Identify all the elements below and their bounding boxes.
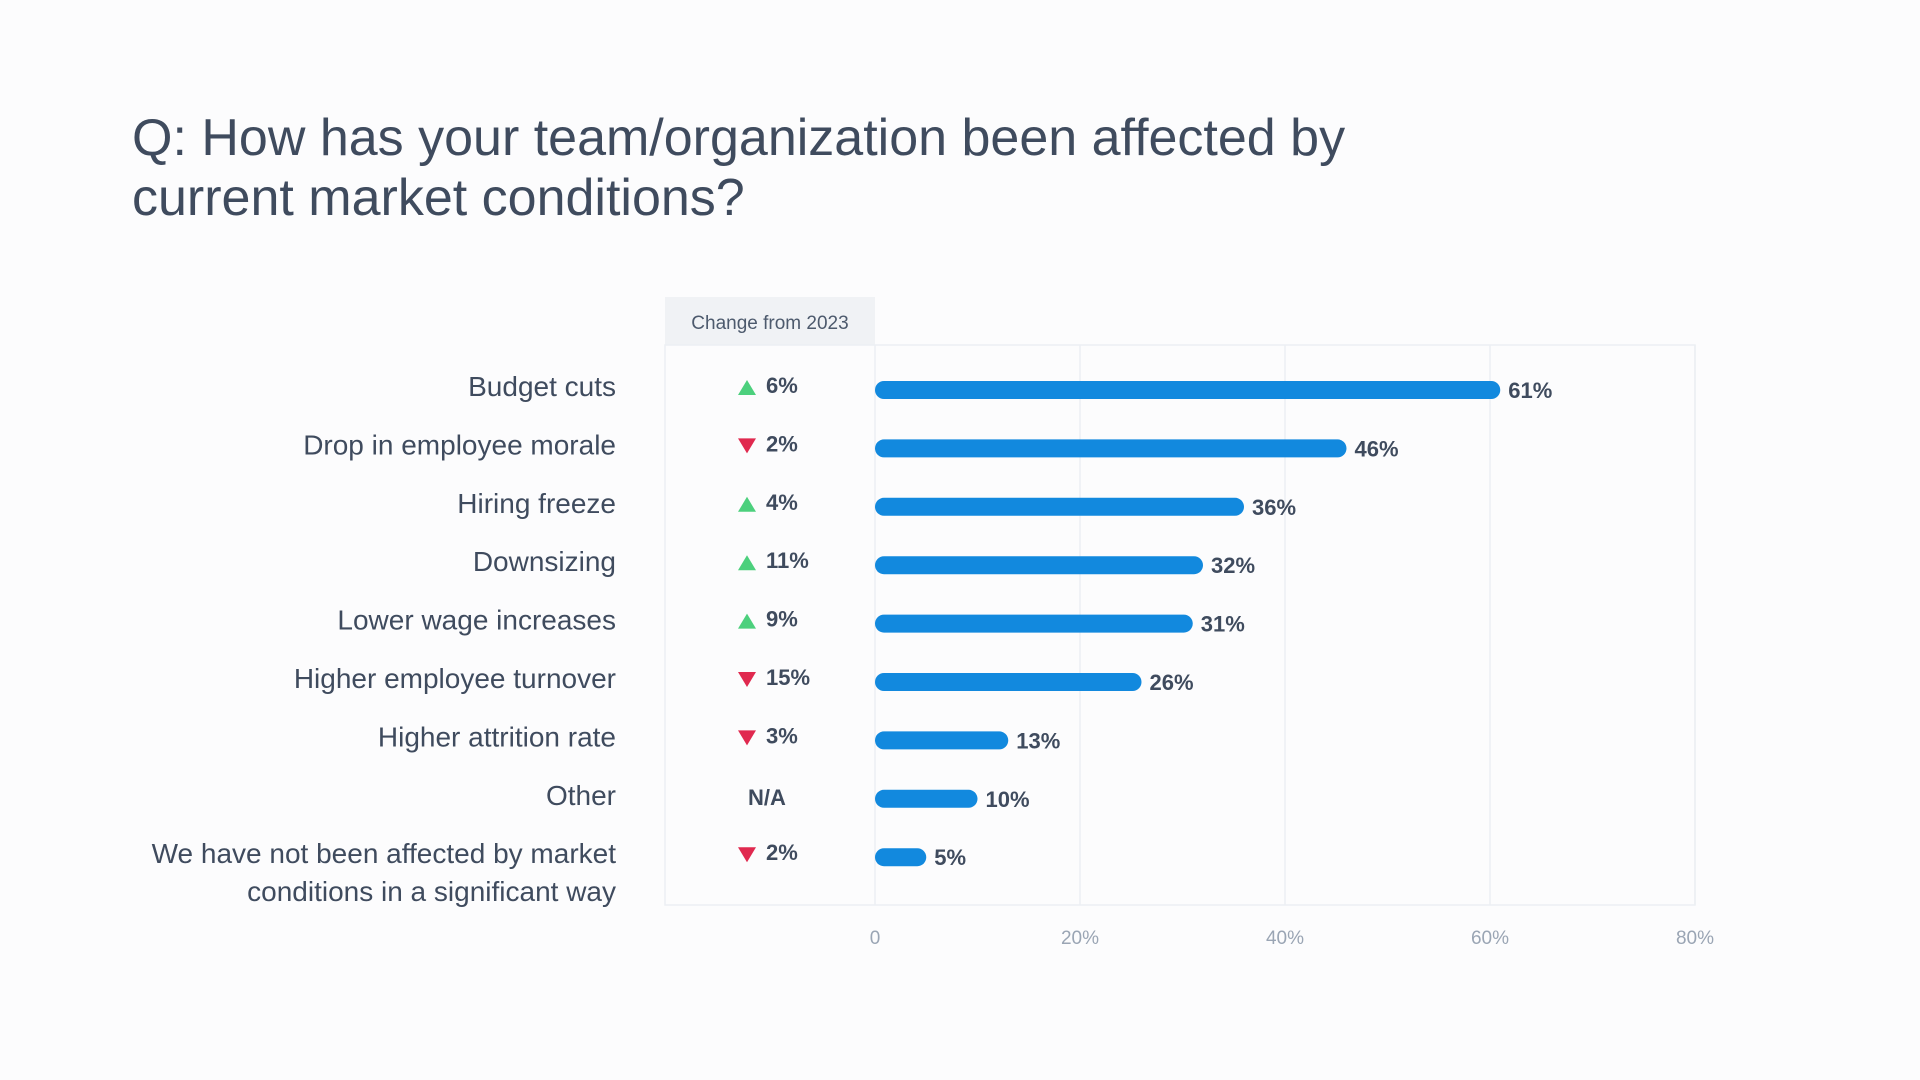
bar-value-label: 46%	[1355, 436, 1399, 461]
change-header-label: Change from 2023	[691, 313, 848, 334]
change-up-icon	[738, 613, 756, 629]
bar	[875, 848, 927, 867]
change-down-icon	[738, 730, 756, 746]
x-tick-label: 20%	[1061, 928, 1099, 949]
bar-value-label: 5%	[934, 845, 966, 870]
change-down-icon	[738, 847, 756, 863]
bar	[875, 673, 1142, 691]
change-down-icon	[738, 438, 756, 454]
x-tick-label: 0	[870, 928, 881, 949]
change-down-icon	[738, 672, 756, 687]
change-value: 2%	[766, 840, 798, 865]
bar	[875, 439, 1347, 458]
bar	[875, 381, 1501, 399]
bar-value-label: 13%	[1016, 728, 1060, 753]
bar-value-label: 31%	[1201, 612, 1245, 637]
change-up-icon	[738, 555, 756, 571]
category-label: Drop in employee morale	[303, 429, 616, 460]
change-value: 15%	[766, 665, 810, 690]
chart-title-line-1: Q: How has your team/organization been a…	[132, 109, 1346, 167]
category-label: Lower wage increases	[337, 605, 616, 636]
change-value: 4%	[766, 490, 798, 515]
x-tick-label: 40%	[1266, 928, 1304, 949]
change-value: 6%	[766, 373, 798, 398]
bar	[875, 556, 1203, 575]
bar-value-label: 61%	[1508, 378, 1552, 403]
change-value: N/A	[748, 785, 786, 810]
category-label: Higher employee turnover	[294, 663, 616, 694]
x-tick-label: 80%	[1676, 928, 1714, 949]
change-up-icon	[738, 380, 756, 395]
bar-value-label: 26%	[1150, 670, 1194, 695]
bar	[875, 731, 1009, 750]
chart-title-line-2: current market conditions?	[132, 169, 745, 227]
bar-value-label: 10%	[986, 787, 1030, 812]
change-value: 9%	[766, 607, 798, 632]
category-label: Budget cuts	[468, 371, 616, 402]
category-label: We have not been affected by market	[152, 838, 617, 869]
change-value: 11%	[766, 548, 809, 573]
chart-title: Q: How has your team/organization been a…	[132, 108, 1512, 228]
x-tick-label: 60%	[1471, 928, 1509, 949]
change-header-cell	[665, 297, 875, 345]
bar	[875, 789, 978, 808]
change-value: 3%	[766, 723, 798, 748]
category-label: Higher attrition rate	[378, 721, 616, 752]
category-label: Hiring freeze	[457, 488, 616, 519]
change-up-icon	[738, 496, 756, 512]
category-label: Other	[546, 780, 616, 811]
bar	[875, 614, 1193, 633]
bar-value-label: 36%	[1252, 495, 1296, 520]
category-label: Downsizing	[473, 546, 616, 577]
category-label: conditions in a significant way	[247, 876, 616, 907]
bar-value-label: 32%	[1211, 553, 1255, 578]
change-value: 2%	[766, 431, 798, 456]
bar	[875, 497, 1244, 516]
